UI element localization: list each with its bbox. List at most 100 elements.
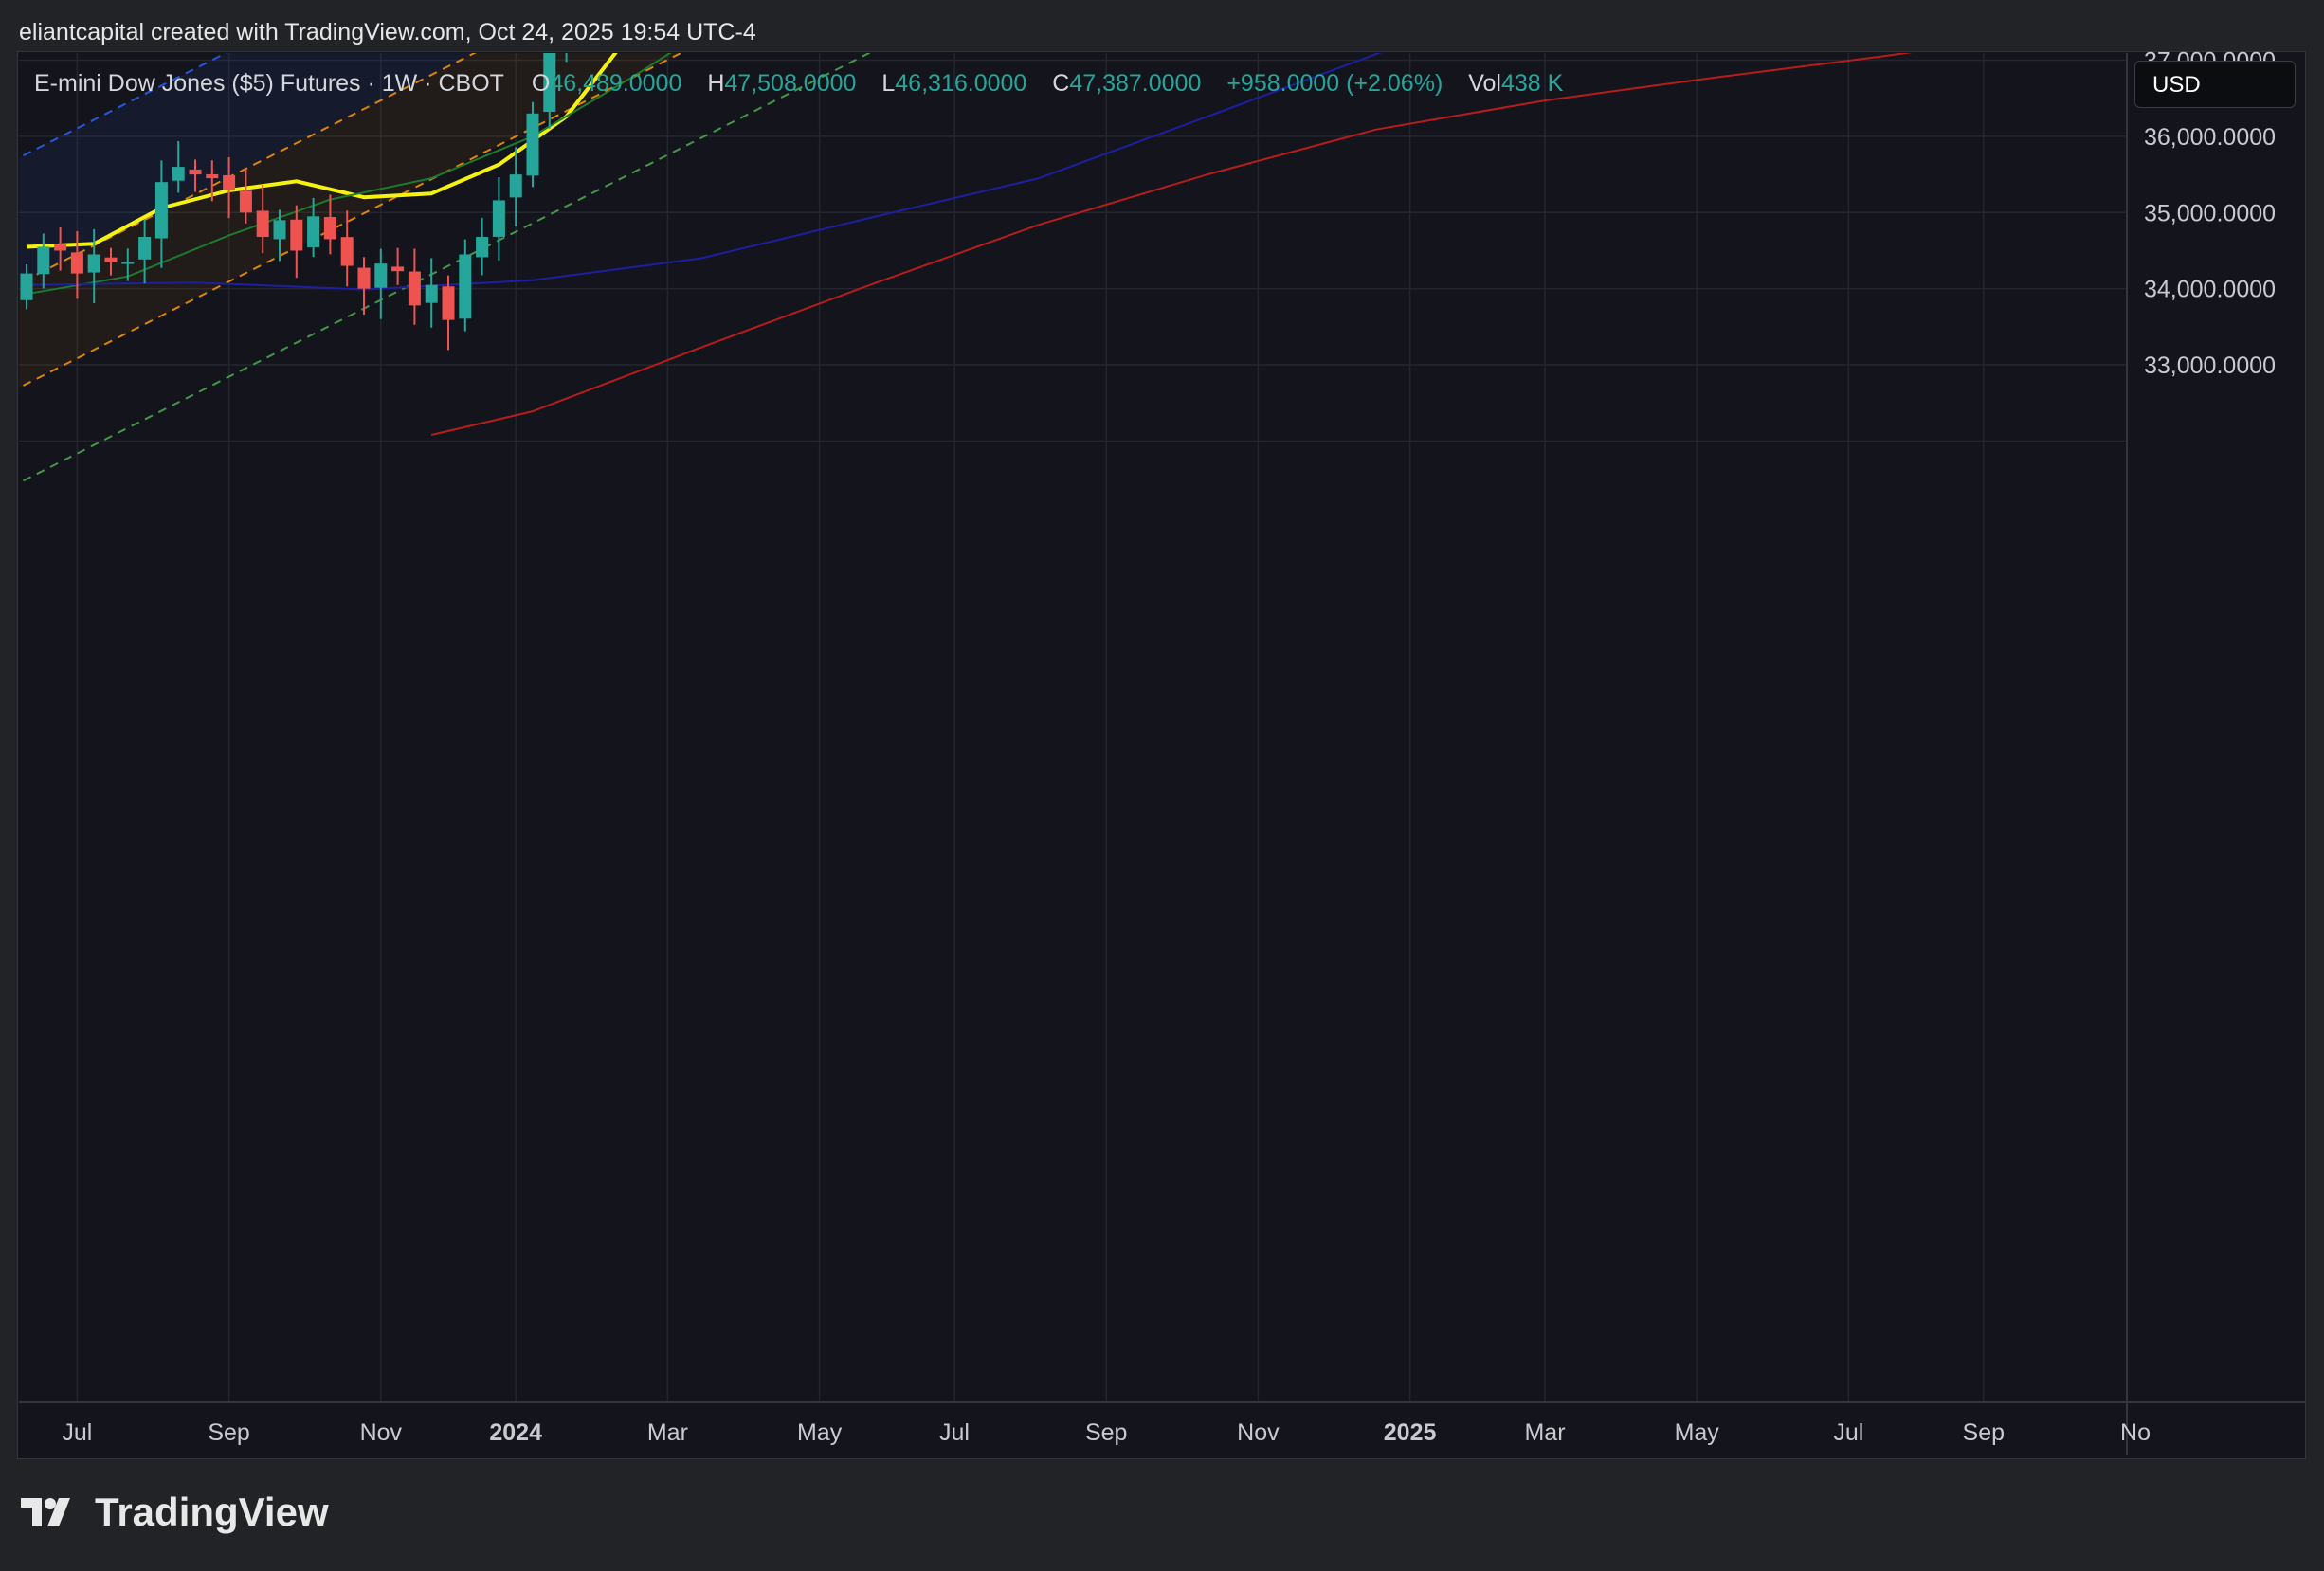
candle-body — [87, 254, 100, 273]
candle — [104, 247, 118, 276]
candle — [509, 147, 522, 226]
chart-credit: eliantcapital created with TradingView.c… — [19, 19, 756, 45]
time-tick-label: Nov — [1237, 1419, 1280, 1446]
volume-label: Vol — [1468, 70, 1501, 97]
time-tick-label: No — [2120, 1419, 2151, 1446]
time-tick-label: Sep — [1085, 1419, 1127, 1446]
channel-lower-line — [19, 53, 683, 389]
candle — [543, 53, 556, 129]
ma-line-3 — [26, 53, 1382, 291]
candle-body — [20, 273, 33, 300]
candle-body — [560, 0, 572, 40]
brand-name: TradingView — [95, 1490, 329, 1534]
candle-body — [374, 263, 388, 288]
candle — [172, 140, 185, 193]
time-tick-label: Sep — [208, 1419, 249, 1446]
high-label: H — [707, 70, 725, 97]
candle-body — [37, 246, 50, 275]
time-tick-label: May — [797, 1419, 843, 1446]
close-value: 47,387.0000 — [1069, 70, 1202, 97]
candle — [357, 257, 371, 316]
candle-body — [340, 237, 354, 266]
candle — [37, 233, 50, 289]
candle — [425, 258, 438, 328]
candle — [154, 160, 168, 268]
candle — [307, 197, 320, 258]
candle-body — [273, 220, 286, 240]
candle-body — [290, 219, 303, 251]
candle-body — [323, 217, 336, 240]
price-tick-label: 34,000.0000 — [2144, 277, 2276, 303]
candle — [526, 101, 539, 188]
symbol-title: E-mini Dow Jones ($5) Futures · 1W · CBO… — [34, 70, 504, 97]
candle — [70, 230, 83, 299]
candle — [138, 219, 152, 284]
candle-body — [357, 267, 371, 289]
candle-body — [189, 169, 202, 175]
currency-button[interactable]: USD — [2134, 61, 2296, 108]
high-value: 47,508.0000 — [724, 70, 857, 97]
candle — [577, 0, 590, 4]
time-tick-label: May — [1675, 1419, 1720, 1446]
candle-body — [223, 174, 236, 190]
tradingview-logo-icon — [21, 1498, 70, 1526]
price-tick-label: 36,000.0000 — [2144, 124, 2276, 151]
candle — [87, 228, 100, 304]
time-tick-label: Jul — [939, 1419, 970, 1446]
candle-body — [543, 53, 556, 113]
time-tick-label: Jul — [62, 1419, 92, 1446]
price-tick-label: 35,000.0000 — [2144, 200, 2276, 226]
candle-body — [239, 190, 252, 213]
time-tick-label: Jul — [1833, 1419, 1863, 1446]
candle-body — [476, 237, 489, 258]
price-tick-label: 33,000.0000 — [2144, 352, 2276, 379]
candle — [627, 0, 640, 5]
tradingview-brand[interactable]: TradingView — [21, 1490, 329, 1535]
candle-body — [425, 284, 438, 303]
candle-body — [459, 254, 472, 319]
candle-body — [54, 244, 67, 251]
candle-body — [121, 262, 135, 264]
volume-value: 438 K — [1501, 70, 1564, 97]
candle — [560, 0, 572, 63]
candle-body — [391, 266, 405, 272]
candle — [340, 210, 354, 287]
time-tick-label: Sep — [1963, 1419, 2005, 1446]
candle — [223, 157, 236, 219]
plot-area — [9, 0, 2220, 1402]
candle-body — [172, 167, 185, 181]
candle-body — [138, 237, 152, 260]
ma-line-2 — [26, 53, 672, 296]
low-label: L — [881, 70, 896, 97]
time-tick-label: Nov — [360, 1419, 403, 1446]
candle-body — [70, 252, 83, 274]
candle — [239, 169, 252, 224]
ma-line-1 — [26, 53, 618, 249]
candle — [645, 0, 657, 12]
candle — [476, 217, 489, 276]
candle — [189, 159, 202, 192]
time-tick-label: 2025 — [1384, 1419, 1437, 1446]
candle — [20, 263, 33, 310]
candle — [256, 184, 269, 254]
candle — [273, 209, 286, 262]
candle — [206, 160, 219, 202]
time-tick-label: Mar — [647, 1419, 688, 1446]
candle-body — [256, 210, 269, 238]
open-value: 46,489.0000 — [550, 70, 682, 97]
channel-outer-upper-line — [9, 0, 2220, 49]
channel-mid-line — [19, 53, 477, 285]
candle — [391, 247, 405, 285]
chart-panel[interactable] — [17, 51, 2306, 1459]
candle — [121, 248, 135, 281]
candle-body — [492, 200, 505, 237]
open-label: O — [531, 70, 551, 97]
candle-body — [442, 286, 455, 320]
candle-body — [307, 216, 320, 247]
candle-body — [526, 113, 539, 176]
candle-body — [154, 182, 168, 239]
candle — [408, 248, 421, 325]
low-value: 46,316.0000 — [895, 70, 1027, 97]
close-label: C — [1052, 70, 1070, 97]
